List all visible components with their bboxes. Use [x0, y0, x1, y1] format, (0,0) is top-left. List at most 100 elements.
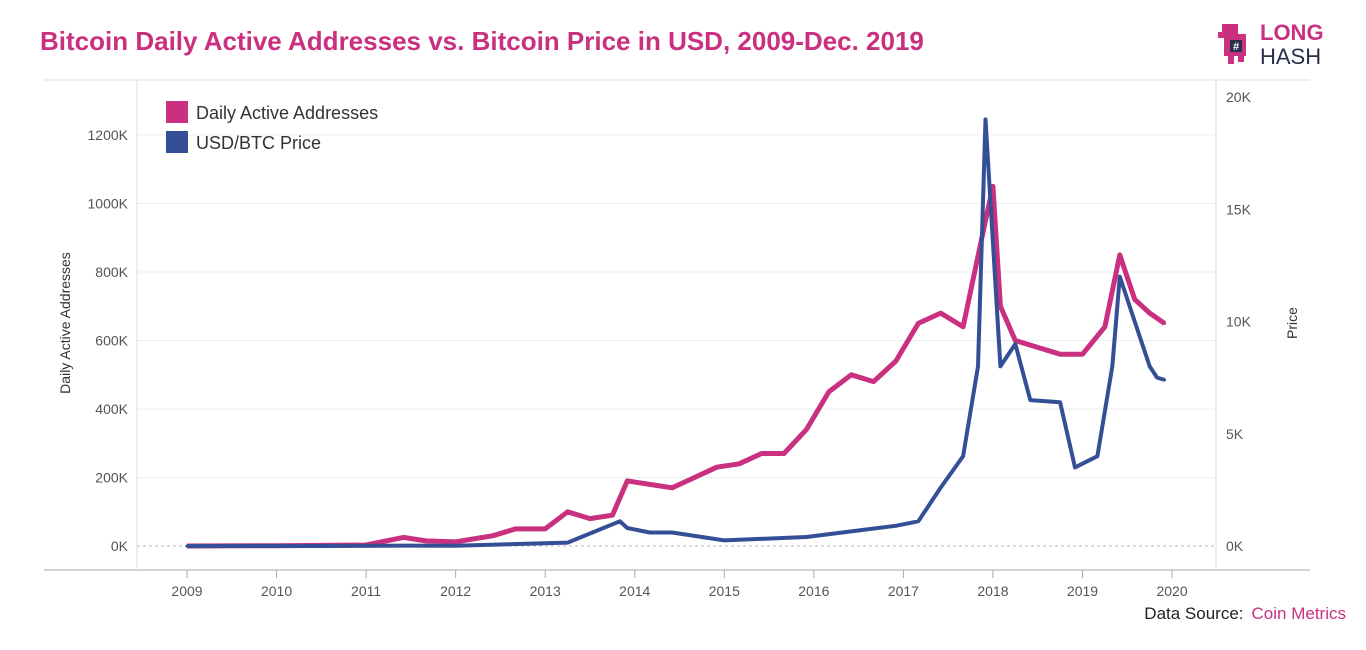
y-tick-label: 1200K — [88, 127, 129, 143]
addresses-point — [454, 540, 458, 544]
addresses-point — [760, 452, 764, 456]
legend-swatch-addresses — [166, 101, 188, 123]
price-point — [1133, 320, 1137, 323]
y-tick-label: 600K — [95, 333, 128, 349]
addresses-point — [1133, 297, 1137, 301]
addresses-point — [692, 476, 696, 479]
addresses-point — [625, 479, 629, 483]
addresses-point — [737, 462, 741, 466]
price-point — [401, 544, 405, 548]
price-point — [670, 531, 674, 535]
source-link[interactable]: Coin Metrics — [1251, 604, 1346, 623]
price-point — [1095, 454, 1099, 458]
price-point — [1118, 275, 1122, 279]
addresses-point — [1148, 311, 1152, 315]
addresses-point — [849, 373, 853, 377]
price-point — [566, 541, 570, 545]
addresses-point — [939, 311, 943, 315]
addresses-point — [648, 482, 652, 486]
price-point — [1013, 342, 1017, 346]
price-point — [1028, 398, 1032, 402]
x-tick-label: 2018 — [977, 583, 1008, 599]
x-tick-label: 2013 — [530, 583, 561, 599]
addresses-point — [610, 513, 614, 517]
price-point — [1155, 376, 1159, 380]
x-tick-label: 2014 — [619, 583, 650, 599]
chart-title: Bitcoin Daily Active Addresses vs. Bitco… — [40, 26, 924, 56]
addresses-point — [782, 452, 786, 456]
addresses-point — [827, 390, 831, 394]
legend-swatch-price — [166, 131, 188, 153]
price-series-line — [187, 117, 1166, 548]
addresses-point — [588, 517, 592, 521]
y-axis-label: Daily Active Addresses — [57, 252, 73, 394]
addresses-point — [513, 527, 517, 531]
addresses-point — [916, 321, 920, 325]
addresses-point — [998, 304, 1002, 308]
addresses-point — [715, 465, 719, 469]
x-tick-label: 2017 — [888, 583, 919, 599]
price-point — [998, 364, 1002, 368]
y2-axis-label: Price — [1284, 307, 1300, 339]
x-tick-label: 2015 — [709, 583, 740, 599]
price-point — [976, 364, 980, 368]
x-tick-label: 2009 — [171, 583, 202, 599]
y-tick-label: 1000K — [88, 196, 129, 212]
addresses-point — [1081, 352, 1084, 356]
longhash-logo: # LONG HASH — [1218, 20, 1324, 69]
svg-text:#: # — [1233, 41, 1239, 53]
legend: Daily Active Addresses USD/BTC Price — [166, 101, 378, 153]
legend-label-price: USD/BTC Price — [196, 133, 321, 153]
logo-text-hash: HASH — [1260, 44, 1321, 69]
y-tick-label: 0K — [111, 538, 129, 554]
price-point — [1058, 400, 1062, 404]
y2-tick-label: 5K — [1226, 426, 1244, 442]
y-tick-label: 400K — [95, 401, 128, 417]
y2-tick-label: 10K — [1226, 314, 1252, 330]
addresses-point — [491, 534, 495, 538]
price-point — [319, 544, 323, 548]
addresses-point — [1036, 345, 1040, 349]
price-point — [849, 529, 853, 533]
addresses-point — [1058, 352, 1062, 356]
addresses-point — [804, 428, 808, 432]
x-tick-label: 2012 — [440, 583, 471, 599]
price-point — [983, 117, 987, 121]
x-tick-label: 2016 — [798, 583, 829, 599]
price-point — [1163, 378, 1167, 382]
y2-tick-label: 15K — [1226, 201, 1252, 217]
price-point — [939, 486, 943, 490]
price-point — [916, 519, 920, 523]
addresses-point — [1163, 321, 1167, 325]
addresses-point — [961, 325, 965, 329]
addresses-point — [983, 219, 987, 223]
addresses-series-line — [186, 183, 1167, 549]
addresses-point — [424, 539, 428, 543]
y-tick-label: 200K — [95, 470, 128, 486]
source-label: Data Source: — [1144, 604, 1244, 623]
price-point — [618, 519, 622, 523]
data-source: Data Source: Coin Metrics — [1144, 604, 1346, 624]
x-tick-label: 2019 — [1067, 583, 1098, 599]
price-point — [894, 524, 898, 528]
price-point — [1110, 364, 1114, 368]
addresses-point — [401, 535, 405, 539]
logo-text-long: LONG — [1260, 20, 1324, 45]
dino-mascot-icon: # — [1218, 24, 1246, 64]
x-tick-label: 2010 — [261, 583, 292, 599]
addresses-point — [1103, 325, 1107, 329]
x-tick-label: 2011 — [351, 583, 381, 599]
price-point — [648, 531, 652, 535]
addresses-point — [991, 184, 995, 188]
price-point — [625, 526, 629, 530]
addresses-point — [566, 510, 570, 514]
addresses-point — [872, 380, 876, 384]
price-point — [722, 538, 726, 542]
price-point — [1073, 465, 1077, 469]
addresses-point — [894, 359, 898, 363]
price-point — [1148, 364, 1152, 368]
price-point — [185, 544, 189, 548]
price-point — [961, 454, 965, 458]
